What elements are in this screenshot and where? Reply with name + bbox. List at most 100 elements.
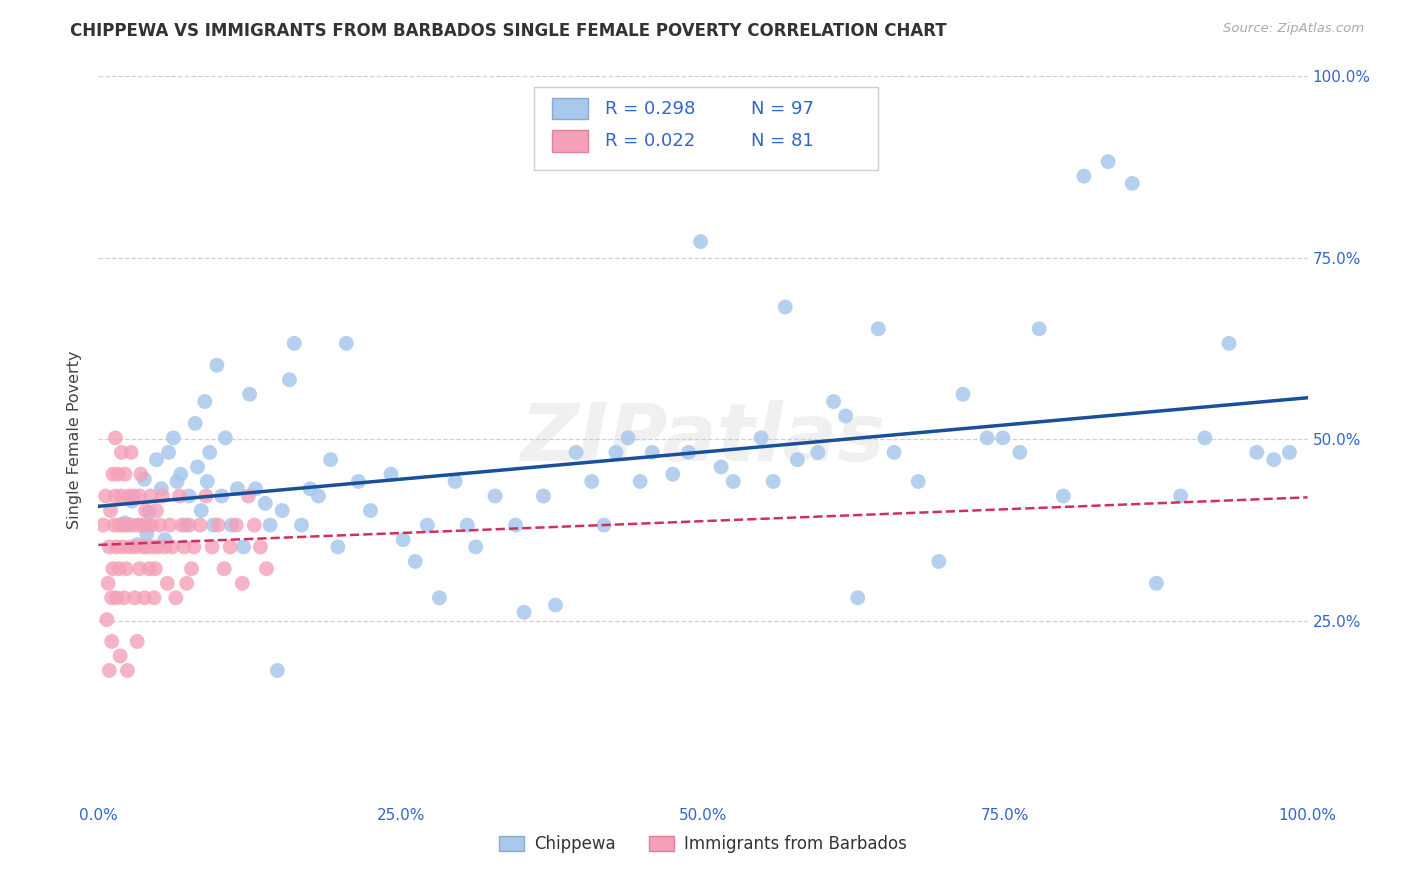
Point (484, 489, 506, 503)
FancyBboxPatch shape (534, 87, 879, 170)
Point (749, 431, 772, 445)
Point (150, 482, 173, 496)
Point (1246, 445, 1268, 459)
Point (513, 605, 536, 619)
Point (565, 445, 588, 459)
Point (335, 336, 357, 351)
Point (156, 576, 179, 591)
Point (135, 540, 157, 554)
Point (290, 518, 312, 533)
Point (179, 518, 201, 533)
Point (221, 518, 243, 533)
Point (145, 503, 167, 517)
Point (131, 518, 153, 533)
Point (104, 431, 127, 445)
Point (100, 591, 122, 605)
Point (194, 394, 217, 409)
Point (125, 540, 148, 554)
Point (145, 452, 167, 467)
Point (169, 489, 191, 503)
Point (117, 518, 139, 533)
Point (195, 489, 218, 503)
Point (114, 467, 136, 482)
Point (112, 591, 135, 605)
Point (173, 540, 195, 554)
Point (823, 394, 845, 409)
Point (678, 445, 700, 459)
Point (153, 533, 176, 547)
Point (143, 591, 166, 605)
Point (212, 562, 235, 576)
Point (117, 664, 139, 678)
Point (226, 482, 249, 496)
Point (128, 489, 150, 503)
Point (136, 518, 159, 533)
Point (179, 489, 201, 503)
Point (132, 540, 155, 554)
Point (238, 489, 260, 503)
Point (429, 591, 451, 605)
Point (456, 518, 478, 533)
Point (152, 489, 174, 503)
Point (127, 538, 149, 552)
Point (114, 516, 136, 530)
Point (846, 591, 869, 605)
Point (184, 417, 207, 431)
Point (105, 540, 128, 554)
Point (202, 518, 225, 533)
Point (723, 475, 745, 489)
Point (544, 598, 567, 612)
Point (96, 613, 118, 627)
Point (198, 445, 221, 459)
Point (120, 445, 142, 459)
Point (773, 300, 796, 314)
Point (91, 518, 114, 533)
Point (661, 467, 683, 482)
Point (786, 452, 808, 467)
Point (464, 540, 486, 554)
Point (214, 431, 236, 445)
Point (118, 540, 141, 554)
Point (138, 505, 160, 519)
Point (143, 562, 166, 576)
Point (1073, 169, 1095, 183)
Point (129, 467, 152, 482)
Point (531, 489, 554, 503)
Point (360, 503, 382, 517)
Text: CHIPPEWA VS IMMIGRANTS FROM BARBADOS SINGLE FEMALE POVERTY CORRELATION CHART: CHIPPEWA VS IMMIGRANTS FROM BARBADOS SIN… (70, 22, 946, 40)
Point (834, 409, 856, 423)
Point (159, 518, 181, 533)
Point (134, 472, 156, 486)
Point (617, 431, 640, 445)
Text: Source: ZipAtlas.com: Source: ZipAtlas.com (1223, 22, 1364, 36)
Point (176, 576, 198, 591)
Point (108, 562, 131, 576)
Point (205, 358, 228, 372)
Point (259, 518, 281, 533)
Point (183, 540, 205, 554)
Point (135, 526, 157, 541)
Point (710, 459, 733, 474)
Text: ZIPatlas: ZIPatlas (520, 401, 886, 478)
Point (245, 482, 267, 496)
Point (807, 445, 830, 459)
Text: N = 97: N = 97 (751, 100, 814, 118)
Point (108, 518, 131, 533)
Point (201, 540, 224, 554)
Point (108, 648, 131, 663)
Point (121, 494, 143, 508)
Point (319, 452, 342, 467)
Point (928, 554, 950, 568)
Point (952, 387, 974, 401)
Point (180, 562, 202, 576)
Point (283, 336, 305, 351)
Point (170, 518, 193, 533)
Point (207, 518, 229, 533)
FancyBboxPatch shape (551, 130, 588, 153)
Text: R = 0.298: R = 0.298 (605, 100, 696, 118)
Point (160, 540, 183, 554)
Point (121, 518, 143, 533)
Point (211, 489, 233, 503)
Point (231, 576, 253, 591)
Point (169, 467, 191, 482)
